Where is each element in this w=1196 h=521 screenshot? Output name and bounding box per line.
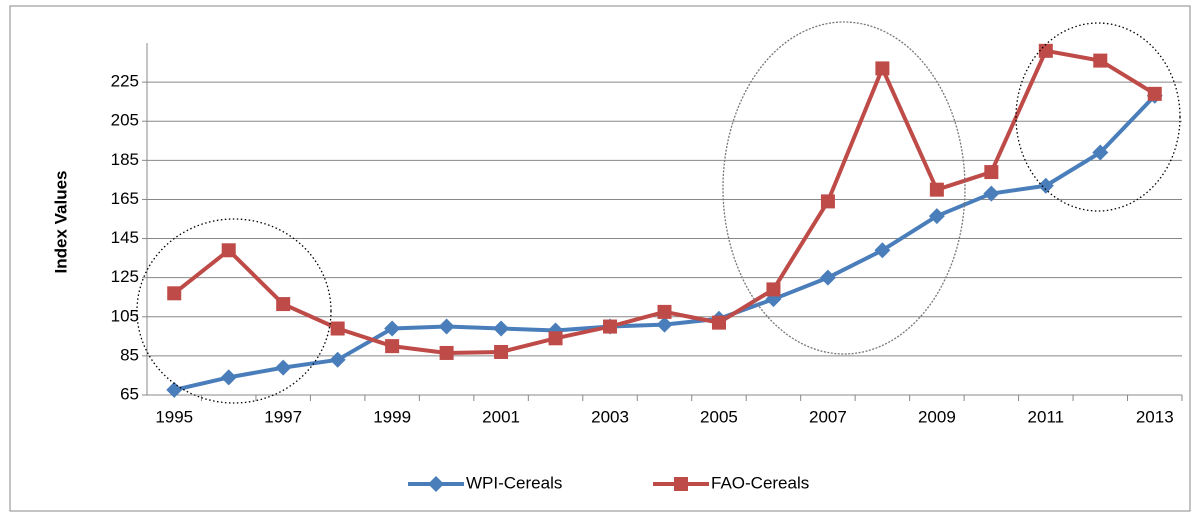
point bbox=[438, 318, 455, 335]
y-tick-label: 105 bbox=[111, 306, 139, 325]
point bbox=[657, 304, 672, 319]
highlight-ellipse bbox=[722, 21, 966, 355]
y-tick-label: 205 bbox=[111, 111, 139, 130]
y-tick-label: 225 bbox=[111, 72, 139, 91]
legend-marker bbox=[428, 476, 444, 492]
x-tick-label: 2007 bbox=[809, 407, 847, 426]
point bbox=[711, 315, 726, 330]
point bbox=[329, 351, 346, 368]
point bbox=[656, 316, 673, 333]
point bbox=[1147, 86, 1162, 101]
point bbox=[928, 208, 945, 225]
x-tick-label: 2003 bbox=[591, 407, 629, 426]
point bbox=[983, 185, 1000, 202]
point bbox=[276, 297, 291, 312]
point bbox=[167, 286, 182, 301]
y-tick-label: 85 bbox=[120, 345, 139, 364]
point bbox=[819, 269, 836, 286]
annotations bbox=[136, 21, 1181, 404]
point bbox=[1093, 53, 1108, 68]
point bbox=[384, 320, 401, 337]
x-tick-label: 1997 bbox=[264, 407, 302, 426]
x-tick-label: 1995 bbox=[155, 407, 193, 426]
point bbox=[166, 381, 183, 398]
grid: 65 85 105 125 145 165 185 205 225 1995 1997 1999 200… bbox=[111, 43, 1183, 426]
point bbox=[385, 339, 400, 354]
point bbox=[275, 359, 292, 376]
highlight-ellipse bbox=[1015, 22, 1181, 212]
chart-border bbox=[9, 5, 1191, 512]
x-tick-label: 2011 bbox=[1028, 407, 1065, 426]
point bbox=[929, 182, 944, 197]
y-tick-label: 185 bbox=[111, 150, 139, 169]
point bbox=[820, 194, 835, 209]
legend-label: WPI-Cereals bbox=[466, 473, 562, 492]
point bbox=[766, 282, 781, 297]
x-tick-label: 2005 bbox=[700, 407, 738, 426]
point bbox=[874, 242, 891, 259]
legend: WPI-Cereals FAO-Cereals bbox=[408, 473, 809, 492]
y-tick-label: 125 bbox=[111, 267, 139, 286]
x-tick-label: 2001 bbox=[482, 407, 520, 426]
x-tick-label: 2013 bbox=[1136, 407, 1174, 426]
x-tick-label: 1999 bbox=[373, 407, 411, 426]
x-tick-label: 2009 bbox=[918, 407, 956, 426]
point bbox=[494, 344, 509, 359]
point bbox=[875, 61, 890, 76]
point bbox=[1092, 144, 1109, 161]
point bbox=[548, 331, 563, 346]
point bbox=[330, 321, 345, 336]
point bbox=[220, 369, 237, 386]
point bbox=[1038, 43, 1053, 58]
y-tick-label: 65 bbox=[120, 384, 139, 403]
legend-marker bbox=[674, 477, 688, 491]
y-tick-label: 145 bbox=[111, 228, 139, 247]
point bbox=[439, 345, 454, 360]
y-tick-label: 165 bbox=[111, 189, 139, 208]
y-axis-title: Index Values bbox=[51, 171, 70, 274]
highlight-ellipse bbox=[136, 218, 332, 404]
legend-label: FAO-Cereals bbox=[711, 473, 809, 492]
plot bbox=[166, 43, 1163, 398]
point bbox=[221, 243, 236, 258]
point bbox=[603, 319, 618, 334]
point bbox=[493, 320, 510, 337]
point bbox=[1037, 177, 1054, 194]
point bbox=[984, 165, 999, 180]
